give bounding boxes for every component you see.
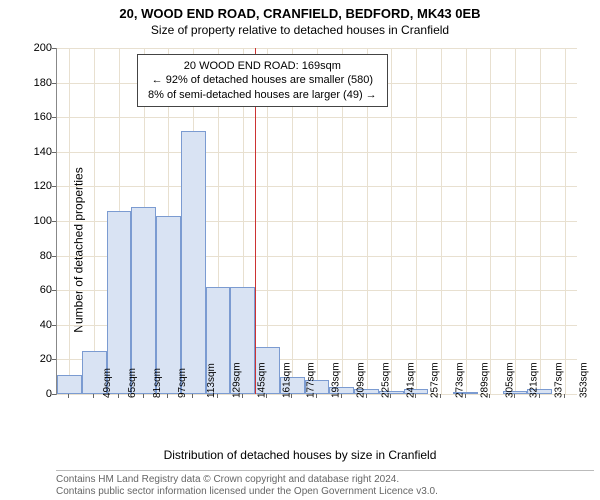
- x-tick-label: 49sqm: [102, 368, 113, 398]
- gridline-v: [391, 48, 392, 394]
- page-subtitle: Size of property relative to detached ho…: [0, 21, 600, 37]
- x-tick-mark: [465, 394, 466, 398]
- x-tick-mark: [366, 394, 367, 398]
- x-tick-mark: [341, 394, 342, 398]
- x-tick-label: 241sqm: [405, 362, 416, 398]
- y-tick-label: 0: [12, 388, 52, 400]
- y-tick-mark: [52, 325, 56, 326]
- y-tick-label: 140: [12, 146, 52, 158]
- x-tick-mark: [118, 394, 119, 398]
- x-tick-mark: [291, 394, 292, 398]
- gridline-v: [69, 48, 70, 394]
- x-tick-label: 225sqm: [380, 362, 391, 398]
- x-tick-label: 209sqm: [356, 362, 367, 398]
- x-tick-label: 289sqm: [479, 362, 490, 398]
- histogram-bar: [107, 211, 132, 394]
- footer-line1: Contains HM Land Registry data © Crown c…: [56, 474, 594, 486]
- gridline-v: [565, 48, 566, 394]
- x-tick-label: 353sqm: [578, 362, 589, 398]
- x-tick-mark: [242, 394, 243, 398]
- x-tick-mark: [539, 394, 540, 398]
- x-tick-mark: [68, 394, 69, 398]
- annotation-line-3: 8% of semi-detached houses are larger (4…: [148, 88, 377, 102]
- y-tick-mark: [52, 117, 56, 118]
- x-tick-label: 257sqm: [430, 362, 441, 398]
- gridline-v: [515, 48, 516, 394]
- y-tick-mark: [52, 152, 56, 153]
- x-tick-label: 273sqm: [455, 362, 466, 398]
- gridline-v: [94, 48, 95, 394]
- x-tick-mark: [192, 394, 193, 398]
- histogram-bar: [131, 207, 156, 394]
- x-tick-mark: [415, 394, 416, 398]
- y-tick-label: 20: [12, 353, 52, 365]
- gridline-v: [441, 48, 442, 394]
- x-tick-label: 177sqm: [306, 362, 317, 398]
- y-tick-mark: [52, 186, 56, 187]
- gridline-v: [416, 48, 417, 394]
- x-tick-label: 65sqm: [127, 368, 138, 398]
- annotation-line-1: 20 WOOD END ROAD: 169sqm: [148, 59, 377, 73]
- x-tick-label: 145sqm: [257, 362, 268, 398]
- y-tick-label: 120: [12, 180, 52, 192]
- x-tick-mark: [93, 394, 94, 398]
- footer: Contains HM Land Registry data © Crown c…: [56, 470, 594, 498]
- annotation-line-2: ← 92% of detached houses are smaller (58…: [148, 73, 377, 87]
- y-tick-label: 180: [12, 77, 52, 89]
- y-tick-mark: [52, 394, 56, 395]
- x-tick-label: 81sqm: [152, 368, 163, 398]
- x-tick-mark: [167, 394, 168, 398]
- annotation-box: 20 WOOD END ROAD: 169sqm← 92% of detache…: [137, 54, 388, 107]
- y-tick-mark: [52, 359, 56, 360]
- histogram-bar: [57, 375, 82, 394]
- gridline-v: [466, 48, 467, 394]
- x-tick-label: 113sqm: [206, 363, 217, 398]
- plot-area: 20 WOOD END ROAD: 169sqm← 92% of detache…: [56, 48, 577, 395]
- x-tick-mark: [266, 394, 267, 398]
- y-tick-label: 100: [12, 215, 52, 227]
- histogram-bar: [181, 131, 206, 394]
- y-tick-label: 160: [12, 111, 52, 123]
- x-tick-mark: [440, 394, 441, 398]
- x-tick-mark: [514, 394, 515, 398]
- footer-line2: Contains public sector information licen…: [56, 486, 594, 498]
- x-tick-mark: [390, 394, 391, 398]
- x-tick-mark: [143, 394, 144, 398]
- y-tick-mark: [52, 256, 56, 257]
- gridline-v: [490, 48, 491, 394]
- x-tick-label: 305sqm: [504, 362, 515, 398]
- page-title: 20, WOOD END ROAD, CRANFIELD, BEDFORD, M…: [0, 0, 600, 21]
- chart-root: 20, WOOD END ROAD, CRANFIELD, BEDFORD, M…: [0, 0, 600, 500]
- y-tick-mark: [52, 221, 56, 222]
- x-tick-mark: [316, 394, 317, 398]
- x-tick-label: 193sqm: [331, 362, 342, 398]
- y-tick-label: 60: [12, 284, 52, 296]
- gridline-v: [540, 48, 541, 394]
- x-tick-label: 321sqm: [529, 362, 540, 398]
- x-tick-mark: [217, 394, 218, 398]
- x-axis-title: Distribution of detached houses by size …: [0, 448, 600, 462]
- y-tick-label: 40: [12, 319, 52, 331]
- x-tick-label: 97sqm: [177, 368, 188, 398]
- y-tick-mark: [52, 83, 56, 84]
- y-tick-label: 200: [12, 42, 52, 54]
- x-tick-label: 161sqm: [281, 362, 292, 398]
- x-tick-label: 337sqm: [554, 362, 565, 398]
- x-tick-mark: [564, 394, 565, 398]
- y-tick-mark: [52, 290, 56, 291]
- x-tick-label: 129sqm: [232, 362, 243, 398]
- y-tick-mark: [52, 48, 56, 49]
- y-tick-label: 80: [12, 250, 52, 262]
- x-tick-mark: [489, 394, 490, 398]
